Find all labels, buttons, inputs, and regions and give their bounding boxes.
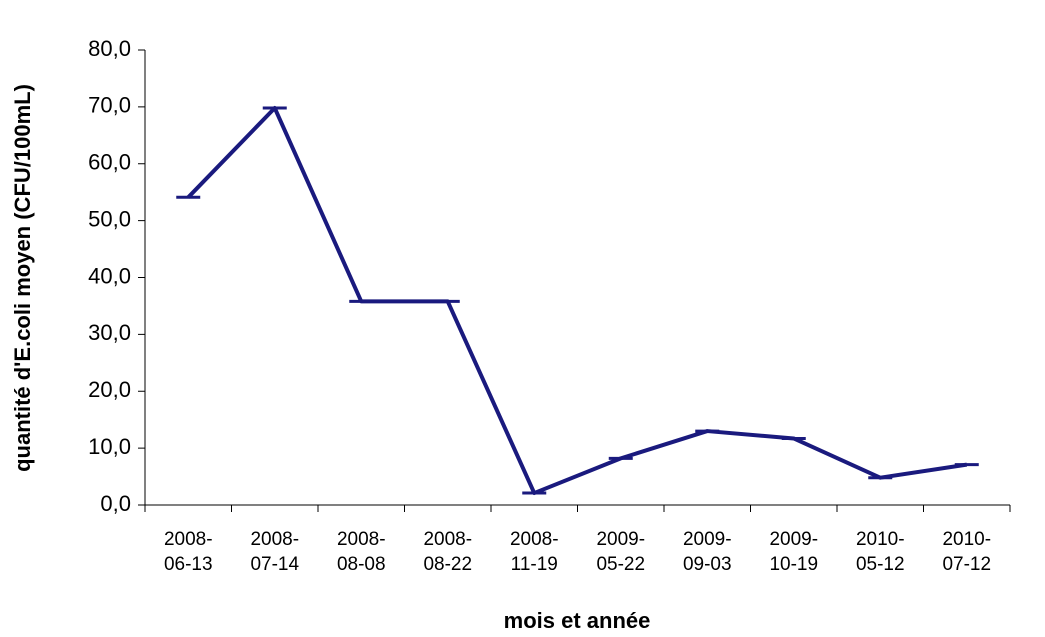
- y-axis-title: quantité d'E.coli moyen (CFU/100mL): [10, 84, 35, 472]
- x-tick-label: 2009-05-22: [596, 529, 645, 575]
- y-tick-label: 30,0: [88, 320, 131, 345]
- x-tick-label: 2009-10-19: [769, 529, 818, 575]
- x-tick-label: 2008-08-22: [423, 529, 472, 575]
- x-tick-label: 2008-06-13: [164, 529, 213, 575]
- y-tick-label: 0,0: [100, 491, 131, 516]
- x-tick-label: 2008-07-14: [250, 529, 299, 575]
- y-tick-label: 50,0: [88, 206, 131, 231]
- y-tick-label: 40,0: [88, 263, 131, 288]
- y-tick-label: 60,0: [88, 150, 131, 175]
- y-tick-label: 70,0: [88, 93, 131, 118]
- x-tick-label: 2008-08-08: [337, 529, 386, 575]
- y-tick-label: 20,0: [88, 377, 131, 402]
- y-tick-label: 80,0: [88, 36, 131, 61]
- x-axis-title: mois et année: [504, 608, 651, 633]
- x-tick-label: 2008-11-19: [510, 529, 559, 575]
- x-tick-label: 2010-05-12: [856, 529, 905, 575]
- y-tick-label: 10,0: [88, 434, 131, 459]
- x-tick-label: 2010-07-12: [942, 529, 991, 575]
- data-line: [186, 106, 968, 496]
- x-tick-label: 2009-09-03: [683, 529, 732, 575]
